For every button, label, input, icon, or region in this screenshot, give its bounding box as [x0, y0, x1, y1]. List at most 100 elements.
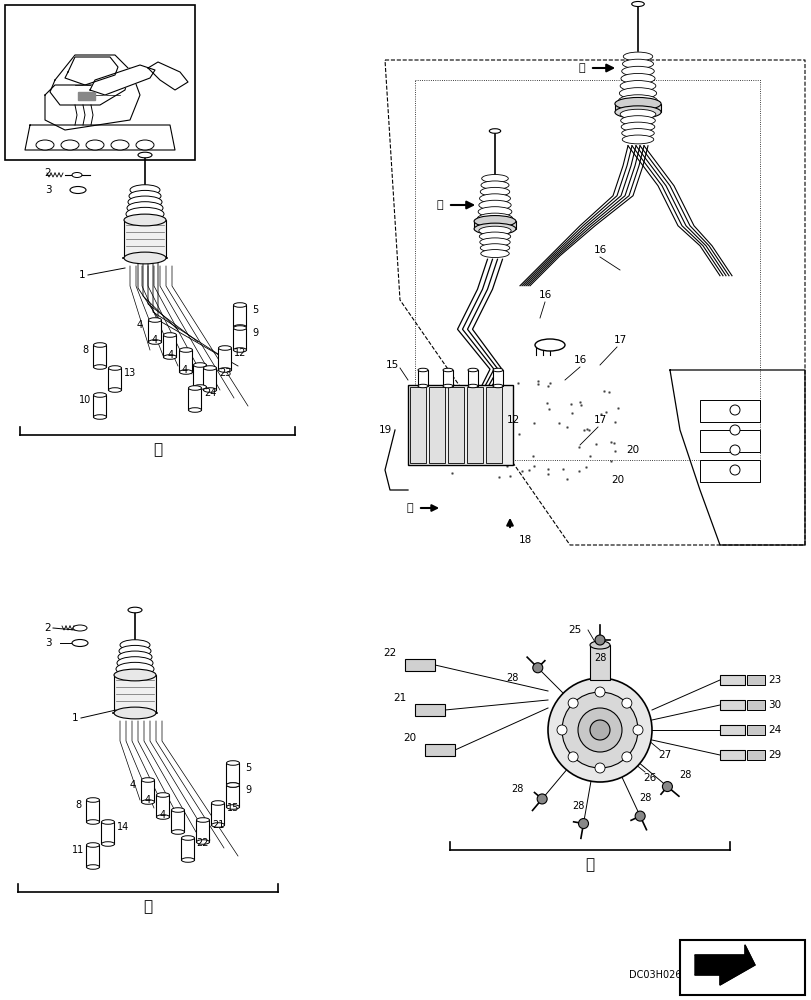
- Ellipse shape: [127, 202, 163, 214]
- Text: 4: 4: [137, 320, 143, 330]
- Ellipse shape: [211, 823, 224, 827]
- Bar: [492, 370, 502, 386]
- Ellipse shape: [226, 805, 239, 809]
- Ellipse shape: [474, 223, 515, 235]
- Point: [539, 395, 552, 411]
- Point: [577, 422, 590, 438]
- Text: Ⓒ: Ⓒ: [406, 503, 413, 513]
- Text: 17: 17: [593, 415, 606, 425]
- Point: [444, 465, 457, 481]
- Polygon shape: [90, 65, 155, 95]
- Bar: [93, 345, 106, 367]
- Ellipse shape: [93, 365, 106, 369]
- Point: [602, 384, 615, 400]
- Ellipse shape: [117, 657, 152, 669]
- Circle shape: [577, 819, 588, 829]
- Ellipse shape: [477, 213, 512, 224]
- Point: [515, 463, 528, 479]
- Text: 24: 24: [767, 725, 781, 735]
- Ellipse shape: [93, 343, 106, 347]
- Ellipse shape: [157, 815, 169, 819]
- Point: [607, 443, 620, 459]
- Ellipse shape: [179, 348, 192, 352]
- Point: [526, 458, 539, 474]
- Ellipse shape: [182, 836, 195, 840]
- Ellipse shape: [93, 415, 106, 419]
- Text: Ⓑ: Ⓑ: [578, 63, 585, 73]
- Ellipse shape: [226, 783, 239, 787]
- Point: [564, 396, 577, 412]
- Point: [486, 403, 499, 419]
- Bar: [182, 838, 195, 860]
- Point: [596, 383, 609, 399]
- Text: 14: 14: [117, 822, 129, 832]
- Point: [461, 403, 474, 419]
- Text: Ⓐ: Ⓐ: [436, 200, 443, 210]
- Ellipse shape: [93, 393, 106, 397]
- Ellipse shape: [492, 384, 502, 388]
- Ellipse shape: [70, 187, 86, 194]
- Ellipse shape: [101, 842, 114, 846]
- Bar: [226, 785, 239, 807]
- Point: [603, 453, 616, 469]
- Point: [527, 415, 540, 431]
- Point: [599, 404, 611, 420]
- Point: [464, 388, 477, 404]
- Point: [499, 423, 512, 439]
- Text: 21: 21: [393, 693, 406, 703]
- Point: [471, 428, 484, 444]
- Ellipse shape: [620, 73, 654, 84]
- Text: 27: 27: [658, 750, 671, 760]
- Ellipse shape: [614, 106, 660, 118]
- Point: [483, 400, 496, 416]
- Ellipse shape: [86, 140, 104, 150]
- Ellipse shape: [478, 232, 510, 241]
- Text: 17: 17: [612, 335, 626, 345]
- Text: 18: 18: [517, 535, 531, 545]
- Circle shape: [621, 752, 631, 762]
- Text: 28: 28: [593, 653, 606, 663]
- Ellipse shape: [196, 840, 209, 844]
- Polygon shape: [45, 68, 139, 130]
- Ellipse shape: [157, 793, 169, 797]
- Bar: [407, 385, 513, 465]
- Ellipse shape: [118, 651, 152, 663]
- Ellipse shape: [234, 348, 247, 352]
- Ellipse shape: [418, 384, 427, 388]
- Ellipse shape: [620, 81, 655, 91]
- Ellipse shape: [234, 325, 247, 329]
- Bar: [204, 368, 217, 390]
- Point: [479, 395, 492, 411]
- Bar: [114, 675, 156, 713]
- Circle shape: [594, 635, 604, 645]
- Point: [556, 461, 569, 477]
- Ellipse shape: [135, 140, 154, 150]
- Point: [491, 469, 504, 485]
- Ellipse shape: [119, 645, 151, 657]
- Circle shape: [662, 782, 672, 792]
- Point: [604, 434, 617, 450]
- Text: 23: 23: [767, 675, 781, 685]
- Text: Ⓒ: Ⓒ: [585, 857, 594, 872]
- Text: 4: 4: [160, 810, 166, 820]
- Ellipse shape: [619, 88, 656, 99]
- Text: 30: 30: [767, 700, 781, 710]
- Bar: [196, 820, 209, 842]
- Point: [522, 462, 535, 478]
- Bar: [746, 725, 764, 735]
- Bar: [719, 675, 744, 685]
- Bar: [466, 387, 483, 463]
- Point: [485, 383, 498, 399]
- Point: [560, 471, 573, 487]
- Ellipse shape: [61, 140, 79, 150]
- Bar: [405, 659, 435, 671]
- Text: 28: 28: [506, 673, 518, 683]
- Bar: [171, 810, 184, 832]
- Text: 4: 4: [152, 335, 158, 345]
- Point: [497, 396, 510, 412]
- Point: [466, 423, 479, 439]
- Bar: [193, 365, 206, 387]
- Text: 15: 15: [385, 360, 398, 370]
- Ellipse shape: [141, 800, 154, 804]
- Ellipse shape: [479, 194, 510, 203]
